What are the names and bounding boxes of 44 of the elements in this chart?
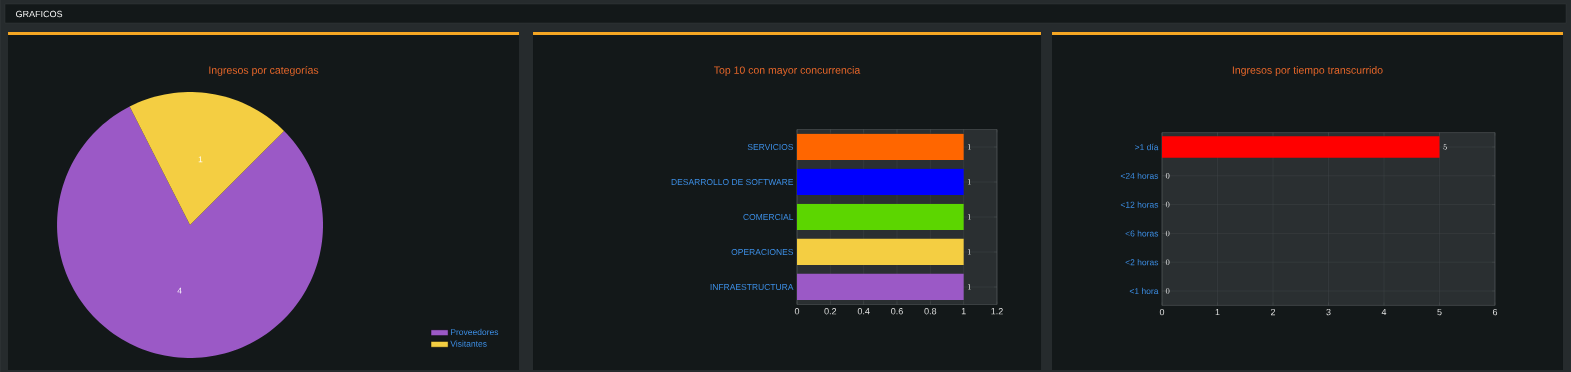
data-label: 4: [177, 287, 182, 294]
x-tick-label: 0: [1159, 308, 1165, 316]
x-tick-label: 6: [1492, 308, 1498, 316]
data-label: 1: [967, 249, 971, 255]
x-tick-label: 0.6: [891, 308, 903, 315]
y-tick-label: <2 horas: [1125, 259, 1159, 266]
chart-title: Top 10 con mayor concurrencia: [714, 66, 861, 76]
data-label: 0: [1165, 173, 1170, 179]
y-tick-label: SERVICIOS: [747, 144, 794, 150]
y-tick-label: OPERACIONES: [731, 248, 794, 255]
y-tick-label: COMERCIAL: [743, 213, 794, 220]
data-label: 0: [1165, 288, 1170, 294]
data-label: 1: [967, 179, 971, 185]
x-tick-label: 4: [1381, 308, 1387, 316]
y-tick-label: INFRAESTRUCTURA: [710, 283, 794, 290]
legend-label: Proveedores: [450, 328, 499, 336]
y-tick-label: <6 horas: [1125, 230, 1159, 237]
x-tick-label: 5: [1437, 308, 1442, 316]
x-tick-label: 0: [794, 308, 800, 315]
y-tick-label: <12 horas: [1120, 201, 1159, 208]
y-tick-label: <1 hora: [1129, 287, 1159, 295]
x-tick-label: 0.2: [824, 308, 837, 315]
data-label: 0: [1165, 259, 1170, 265]
x-tick-label: 0.4: [857, 308, 870, 315]
data-label: 1: [967, 144, 971, 150]
chart-title: Ingresos por tiempo transcurrido: [1232, 66, 1383, 76]
x-tick-label: 1.2: [991, 308, 1003, 315]
y-tick-label: DESARROLLO DE SOFTWARE: [671, 178, 794, 185]
x-tick-label: 3: [1326, 308, 1331, 316]
x-tick-label: 2: [1270, 308, 1276, 316]
y-tick-label: <24 horas: [1120, 172, 1159, 179]
x-tick-label: 1: [961, 308, 966, 315]
text: GRAFICOS: [16, 10, 63, 18]
x-tick-label: 1: [1215, 308, 1220, 316]
data-label: 0: [1165, 201, 1170, 208]
data-label: 1: [967, 284, 971, 290]
data-label: 0: [1165, 230, 1170, 237]
data-label: 1: [967, 214, 971, 220]
y-tick-label: >1 día: [1135, 143, 1159, 151]
data-label: 1: [198, 156, 203, 163]
data-label: 5: [1443, 144, 1447, 150]
legend-label: Visitantes: [450, 340, 487, 347]
chart-title: Ingresos por categorías: [209, 66, 319, 76]
x-tick-label: 0.8: [924, 308, 937, 315]
